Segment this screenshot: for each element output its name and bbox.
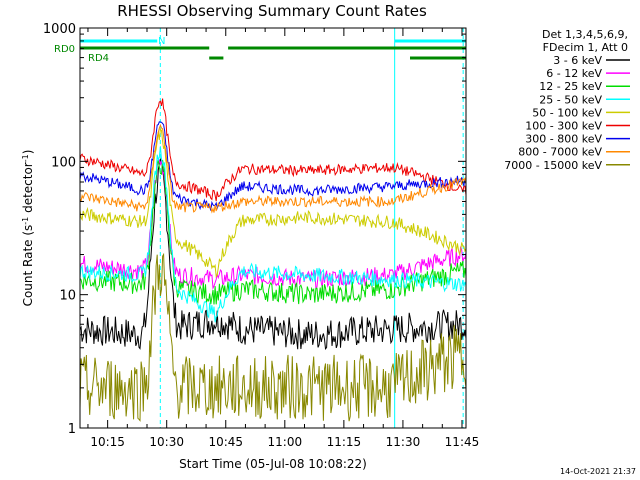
x-tick-label: 11:15 (327, 435, 362, 449)
y-axis-label-part: Count Rate (s (21, 225, 35, 307)
legend-entry-label: 800 - 7000 keV (518, 146, 602, 159)
x-tick-label: 11:00 (268, 435, 303, 449)
legend-entry-label: 25 - 50 keV (539, 93, 602, 106)
y-axis-label-part: detector (21, 162, 35, 217)
x-tick-label: 11:45 (445, 435, 480, 449)
y-axis-label-sup: -1 (21, 154, 30, 162)
series-line-0 (79, 157, 467, 350)
legend-entry-label: 3 - 6 keV (553, 54, 602, 67)
series-line-7 (79, 123, 467, 214)
grid (159, 28, 464, 428)
legend-entry-label: 7000 - 15000 keV (504, 159, 602, 172)
rd0-flag-label: RD0 (54, 44, 75, 55)
y-axis-label-part: ) (21, 150, 35, 155)
series-line-3 (79, 146, 467, 323)
series-lines (79, 98, 467, 422)
series-line-6 (79, 121, 467, 211)
legend-header: FDecim 1, Att 0 (543, 41, 628, 54)
series-line-4 (79, 127, 467, 279)
x-tick-label: 10:15 (90, 435, 125, 449)
y-axis-label: Count Rate (s-1 detector-1) (21, 150, 35, 307)
y-tick-label: 1 (68, 422, 76, 437)
x-axis-label: Start Time (05-Jul-08 10:08:22) (179, 457, 367, 471)
footer-timestamp: 14-Oct-2021 21:37 (560, 467, 636, 476)
legend-entry-label: 12 - 25 keV (539, 80, 602, 93)
legend-header: Det 1,3,4,5,6,9, (542, 28, 628, 41)
rd4-flag-label: RD4 (88, 53, 109, 64)
series-line-5 (79, 98, 467, 202)
chart-title: RHESSI Observing Summary Count Rates (117, 2, 427, 20)
plot-frame (79, 27, 467, 429)
y-tick-label: 100 (51, 155, 76, 170)
legend-entry-label: 100 - 300 keV (525, 120, 602, 133)
legend: Det 1,3,4,5,6,9,FDecim 1, Att 03 - 6 keV… (504, 28, 630, 172)
x-tick-label: 10:30 (149, 435, 184, 449)
legend-entry-label: 50 - 100 keV (532, 106, 602, 119)
y-axis-label-sup: -1 (21, 217, 30, 225)
series-line-8 (79, 252, 467, 422)
legend-entry-label: 6 - 12 keV (546, 67, 602, 80)
axes: 1 10 100 1000 10:15 10:30 10:45 11:00 11:15 11:30… (43, 22, 479, 449)
x-tick-label: 11:30 (386, 435, 421, 449)
y-tick-label: 10 (59, 289, 76, 304)
legend-entry-label: 300 - 800 keV (525, 133, 602, 146)
observing-flags: RD0 RD4 N (54, 36, 466, 64)
y-tick-label: 1000 (43, 22, 76, 37)
series-line-1 (79, 158, 467, 290)
night-flag-label: N (158, 36, 165, 47)
x-tick-label: 10:45 (208, 435, 243, 449)
